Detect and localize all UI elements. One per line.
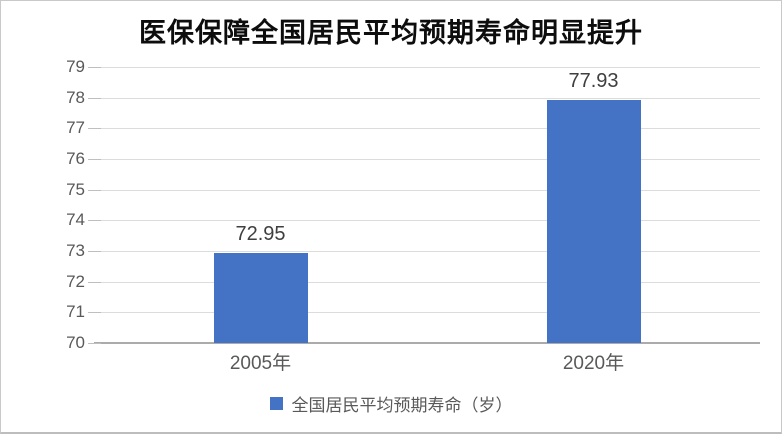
legend-swatch-icon: [269, 397, 283, 410]
gridline: [94, 97, 760, 99]
bar-2020年: [546, 99, 641, 343]
y-axis-label: 74: [66, 210, 85, 230]
x-axis-label: 2020年: [562, 353, 625, 374]
y-axis-label: 76: [66, 149, 85, 168]
y-axis-tick: [88, 312, 101, 314]
x-axis-label: 2005年: [229, 353, 292, 374]
y-axis-tick: [88, 343, 101, 344]
y-axis-label: 73: [66, 241, 85, 260]
y-axis-label: 72: [66, 271, 85, 291]
y-axis-label: 77: [66, 118, 85, 138]
gridline: [94, 189, 760, 191]
y-axis-label: 79: [66, 57, 85, 76]
y-axis-label: 71: [66, 302, 85, 322]
y-axis-tick: [88, 128, 101, 130]
x-axis-line: [94, 342, 760, 344]
y-axis-tick: [88, 67, 101, 68]
y-axis-tick: [88, 251, 101, 252]
gridline: [94, 251, 760, 252]
legend: 全国居民平均预期寿命（岁）: [1, 391, 781, 416]
chart-title: 医保保障全国居民平均预期寿命明显提升: [139, 18, 643, 48]
gridline: [94, 159, 760, 160]
data-label: 72.95: [235, 222, 286, 245]
gridline: [94, 281, 760, 283]
gridline: [94, 128, 760, 130]
y-axis-tick: [88, 220, 101, 222]
y-axis-tick: [88, 97, 101, 99]
data-label: 77.93: [568, 69, 619, 92]
y-axis-label: 75: [66, 179, 85, 199]
legend-label: 全国居民平均预期寿命（岁）: [291, 396, 513, 415]
y-axis-tick: [88, 281, 101, 283]
y-axis-label: 78: [66, 87, 85, 107]
y-axis-tick: [88, 189, 101, 191]
y-axis-label: 70: [66, 333, 85, 352]
gridline: [94, 67, 760, 68]
y-axis-tick: [88, 159, 101, 160]
gridline: [94, 312, 760, 314]
gridline: [94, 220, 760, 222]
bar-2005年: [213, 252, 308, 343]
